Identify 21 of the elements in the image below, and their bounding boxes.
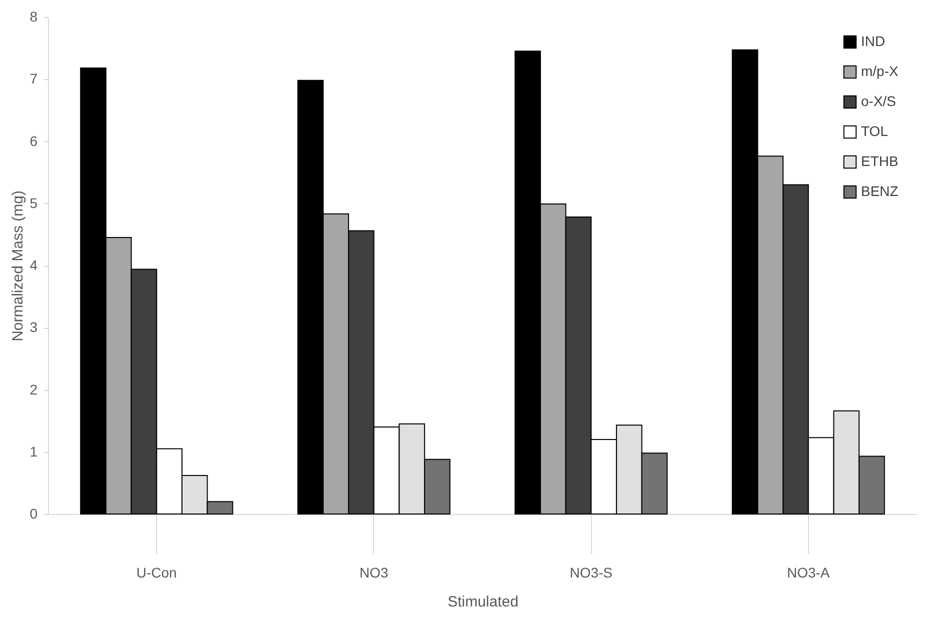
y-tick-label: 6: [30, 132, 38, 149]
y-tick-label: 4: [30, 257, 38, 273]
y-tick-label: 3: [30, 319, 38, 336]
y-tick-label: 8: [30, 8, 38, 24]
y-tick-label: 0: [30, 506, 38, 522]
x-tick-label: NO3: [359, 564, 388, 580]
legend-label: BENZ: [861, 183, 899, 199]
y-tick-label: 1: [30, 443, 38, 460]
x-tick-label: U-Con: [136, 564, 177, 580]
legend-label: m/p-X: [861, 63, 899, 79]
legend-label: o-X/S: [861, 93, 896, 109]
legend-label: TOL: [861, 123, 888, 139]
y-tick-label: 5: [30, 194, 38, 211]
x-axis-title: Stimulated: [448, 594, 518, 610]
legend-label: IND: [861, 33, 886, 49]
legend-label: ETHB: [861, 153, 898, 169]
x-tick-label: NO3-S: [570, 564, 613, 580]
y-axis-title: Normalized Mass (mg): [10, 190, 27, 342]
y-tick-label: 7: [30, 70, 38, 87]
x-tick-label: NO3-A: [786, 564, 830, 580]
y-tick-label: 2: [30, 381, 38, 398]
